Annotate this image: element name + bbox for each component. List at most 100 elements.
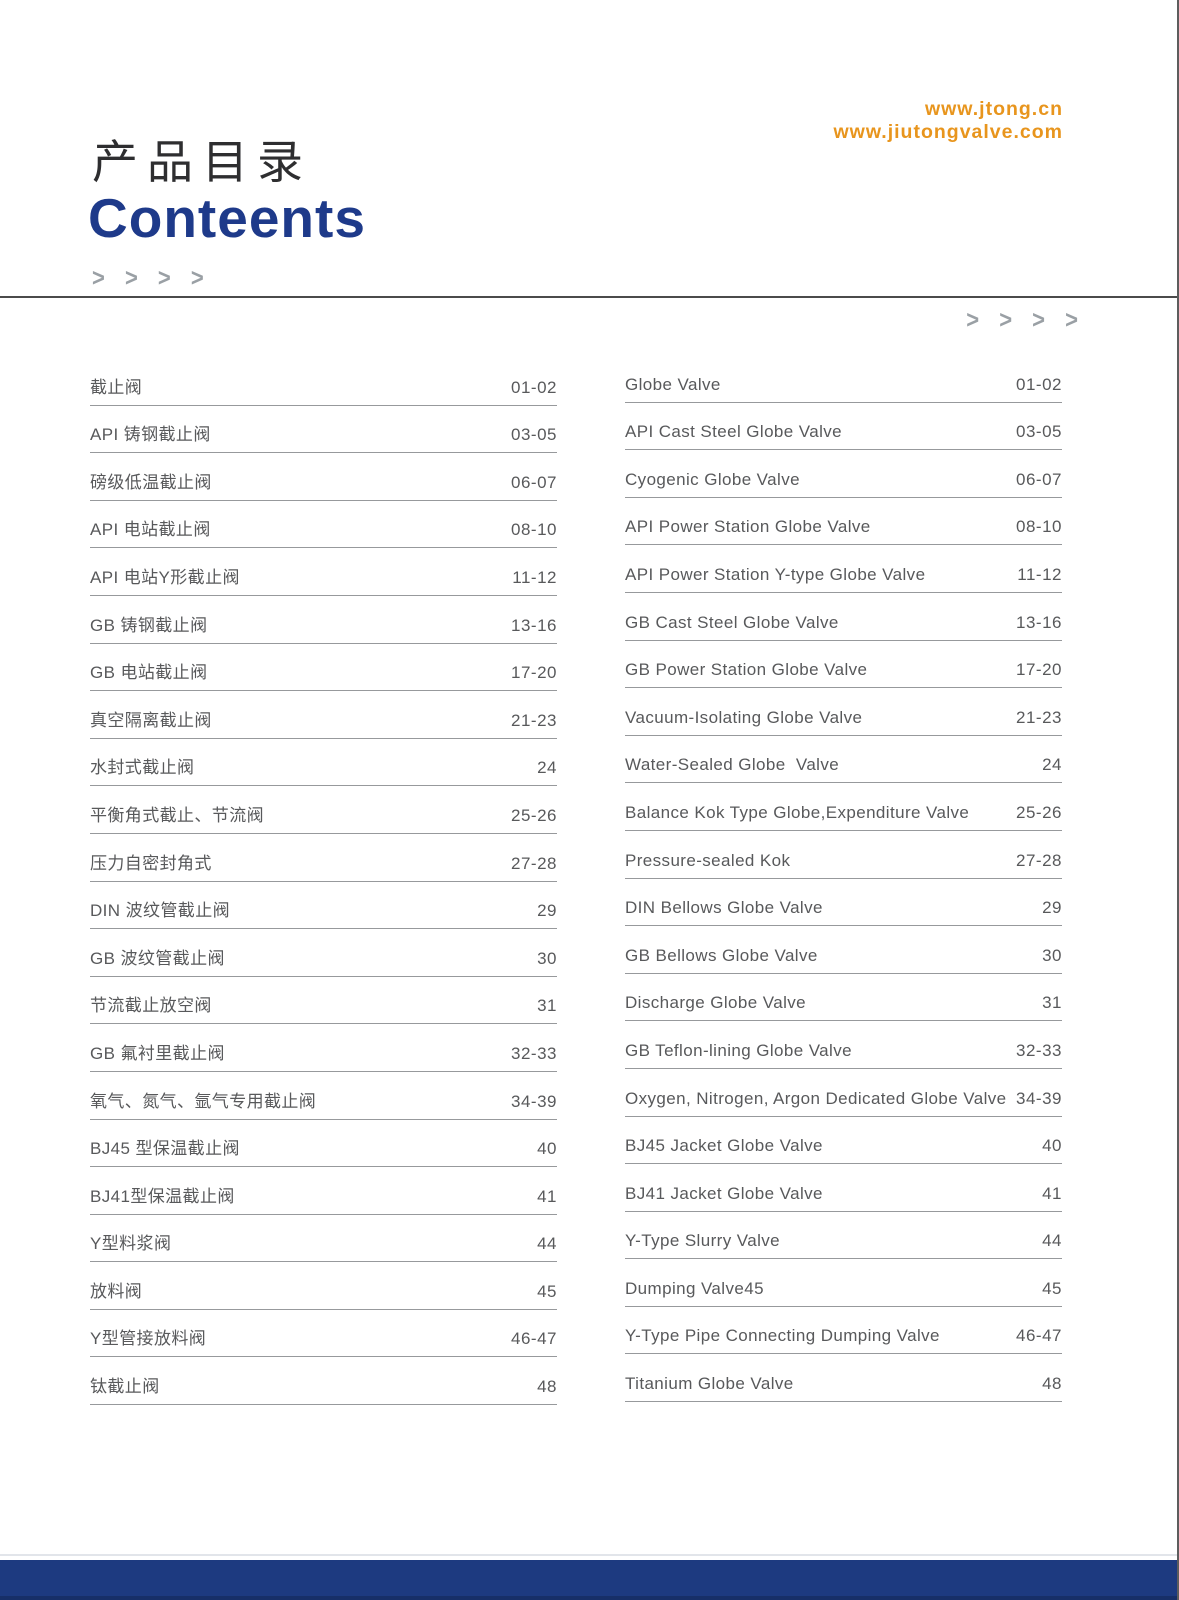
toc-entry-label: GB 铸钢截止阀: [90, 615, 208, 635]
toc-row: Pressure-sealed Kok 27-28: [625, 831, 1062, 879]
toc-row: GB Teflon-lining Globe Valve 32-33: [625, 1021, 1062, 1069]
toc-entry-label: GB Teflon-lining Globe Valve: [625, 1040, 852, 1060]
toc-entry-label: 氧气、氮气、氩气专用截止阀: [90, 1091, 317, 1111]
url-jiutongvalve[interactable]: www.jiutongvalve.com: [833, 121, 1063, 143]
toc-entry-pages: 30: [537, 948, 557, 968]
toc-row: Y-Type Pipe Connecting Dumping Valve 46-4…: [625, 1307, 1062, 1355]
toc-row: Water-Sealed Globe Valve 24: [625, 736, 1062, 784]
toc-row: GB 铸钢截止阀 13-16: [90, 596, 557, 644]
toc-entry-pages: 13-16: [1016, 612, 1062, 632]
toc-entry-pages: 08-10: [1016, 517, 1062, 537]
footer-bar: [0, 1560, 1179, 1600]
toc-row: API 电站截止阀 08-10: [90, 501, 557, 549]
page-title-chinese: 产品目录: [92, 136, 312, 188]
toc-entry-pages: 24: [537, 758, 557, 778]
toc-entry-pages: 31: [1042, 993, 1062, 1013]
chevron-right-icon: > > > >: [966, 305, 1085, 334]
toc-entry-label: BJ45 型保温截止阀: [90, 1139, 240, 1159]
url-jtong[interactable]: www.jtong.cn: [924, 98, 1063, 120]
toc-row: API 铸钢截止阀 03-05: [90, 406, 557, 454]
toc-entry-pages: 27-28: [1016, 850, 1062, 870]
toc-entry-label: API Power Station Y-type Globe Valve: [625, 564, 926, 584]
toc-entry-label: 节流截止放空阀: [90, 996, 212, 1016]
toc-entry-label: 钛截止阀: [90, 1377, 160, 1397]
toc-entry-label: 磅级低温截止阀: [90, 472, 212, 492]
page-title-english: Conteents: [88, 187, 366, 249]
toc-entry-pages: 32-33: [511, 1043, 557, 1063]
toc-entry-pages: 29: [537, 901, 557, 921]
toc-entry-label: 放料阀: [90, 1281, 143, 1301]
toc-entry-pages: 17-20: [511, 663, 557, 683]
toc-entry-label: 平衡角式截止、节流阀: [90, 805, 264, 825]
toc-entry-label: Titanium Globe Valve: [625, 1374, 794, 1394]
toc-entry-pages: 46-47: [511, 1329, 557, 1349]
toc-entry-pages: 03-05: [511, 425, 557, 445]
toc-entry-label: GB 电站截止阀: [90, 663, 208, 683]
toc-entry-pages: 41: [537, 1186, 557, 1206]
toc-entry-label: BJ41型保温截止阀: [90, 1186, 235, 1206]
toc-row: 真空隔离截止阀 21-23: [90, 691, 557, 739]
toc-entry-label: 真空隔离截止阀: [90, 710, 212, 730]
toc-row: 氧气、氮气、氩气专用截止阀 34-39: [90, 1072, 557, 1120]
toc-row: 钛截止阀 48: [90, 1357, 557, 1406]
toc-entry-label: GB Cast Steel Globe Valve: [625, 612, 839, 632]
toc-entry-pages: 21-23: [511, 710, 557, 730]
toc-entry-pages: 25-26: [1016, 802, 1062, 822]
toc-row: BJ41 Jacket Globe Valve 41: [625, 1164, 1062, 1212]
toc-row: 节流截止放空阀 31: [90, 977, 557, 1025]
page-right-border: [1177, 0, 1179, 1600]
toc-entry-pages: 17-20: [1016, 660, 1062, 680]
toc-entry-pages: 44: [537, 1234, 557, 1254]
toc-entry-pages: 48: [1042, 1374, 1062, 1394]
toc-row: Y型管接放料阀 46-47: [90, 1310, 557, 1358]
toc-row: BJ41型保温截止阀 41: [90, 1167, 557, 1215]
toc-entry-label: GB 氟衬里截止阀: [90, 1043, 225, 1063]
toc-row: API Power Station Y-type Globe Valve 11-1…: [625, 545, 1062, 593]
toc-entry-label: GB Bellows Globe Valve: [625, 945, 818, 965]
toc-row: BJ45 Jacket Globe Valve 40: [625, 1117, 1062, 1165]
toc-entry-pages: 11-12: [512, 567, 557, 587]
toc-entry-label: DIN 波纹管截止阀: [90, 901, 230, 921]
toc-row: 压力自密封角式 27-28: [90, 834, 557, 882]
toc-entry-pages: 32-33: [1016, 1040, 1062, 1060]
toc-entry-label: 水封式截止阀: [90, 758, 195, 778]
toc-entry-pages: 34-39: [1016, 1088, 1062, 1108]
toc-row: 磅级低温截止阀 06-07: [90, 453, 557, 501]
toc-entry-label: BJ41 Jacket Globe Valve: [625, 1183, 823, 1203]
toc-entry-label: Y型管接放料阀: [90, 1329, 207, 1349]
toc-row: Y-Type Slurry Valve 44: [625, 1212, 1062, 1260]
toc-row: Dumping Valve45 45: [625, 1259, 1062, 1307]
toc-row: 平衡角式截止、节流阀 25-26: [90, 786, 557, 834]
toc-row: 水封式截止阀 24: [90, 739, 557, 787]
toc-entry-label: Pressure-sealed Kok: [625, 850, 791, 870]
footer-divider: [0, 1554, 1179, 1556]
toc-entry-label: Y-Type Pipe Connecting Dumping Valve: [625, 1326, 940, 1346]
toc-entry-label: Water-Sealed Globe Valve: [625, 755, 840, 775]
toc-column-chinese: 截止阀 01-02 API 铸钢截止阀 03-05 磅级低温截止阀 06-07 API 电站…: [90, 358, 557, 1406]
toc-entry-label: API 电站Y形截止阀: [90, 567, 240, 587]
toc-entry-pages: 08-10: [511, 520, 557, 540]
toc-row: Titanium Globe Valve 48: [625, 1354, 1062, 1403]
toc-row: Y型料浆阀 44: [90, 1215, 557, 1263]
toc-entry-pages: 06-07: [511, 472, 557, 492]
toc-entry-label: 截止阀: [90, 377, 143, 397]
toc-entry-pages: 01-02: [1016, 374, 1062, 394]
toc-entry-pages: 34-39: [511, 1091, 557, 1111]
toc-entry-pages: 06-07: [1016, 469, 1062, 489]
toc-entry-label: GB 波纹管截止阀: [90, 948, 225, 968]
toc-row: GB 氟衬里截止阀 32-33: [90, 1024, 557, 1072]
toc-entry-label: Balance Kok Type Globe,Expenditure Valve: [625, 802, 970, 822]
toc-entry-pages: 44: [1042, 1231, 1062, 1251]
toc-row: Globe Valve 01-02: [625, 355, 1062, 403]
toc-entry-pages: 24: [1042, 755, 1062, 775]
header-divider: [0, 296, 1179, 298]
toc-entry-pages: 11-12: [1017, 564, 1062, 584]
chevron-right-icon: > > > >: [92, 263, 211, 292]
toc-row: Cyogenic Globe Valve 06-07: [625, 450, 1062, 498]
toc-entry-label: DIN Bellows Globe Valve: [625, 898, 823, 918]
toc-entry-pages: 45: [537, 1281, 557, 1301]
toc-row: BJ45 型保温截止阀 40: [90, 1120, 557, 1168]
toc-entry-label: Discharge Globe Valve: [625, 993, 807, 1013]
toc-entry-label: Vacuum-Isolating Globe Valve: [625, 707, 863, 727]
toc-row: API Power Station Globe Valve 08-10: [625, 498, 1062, 546]
